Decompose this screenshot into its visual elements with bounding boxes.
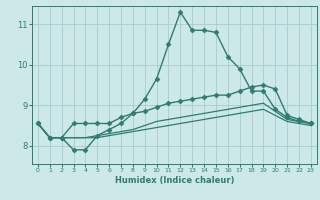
X-axis label: Humidex (Indice chaleur): Humidex (Indice chaleur) (115, 176, 234, 185)
